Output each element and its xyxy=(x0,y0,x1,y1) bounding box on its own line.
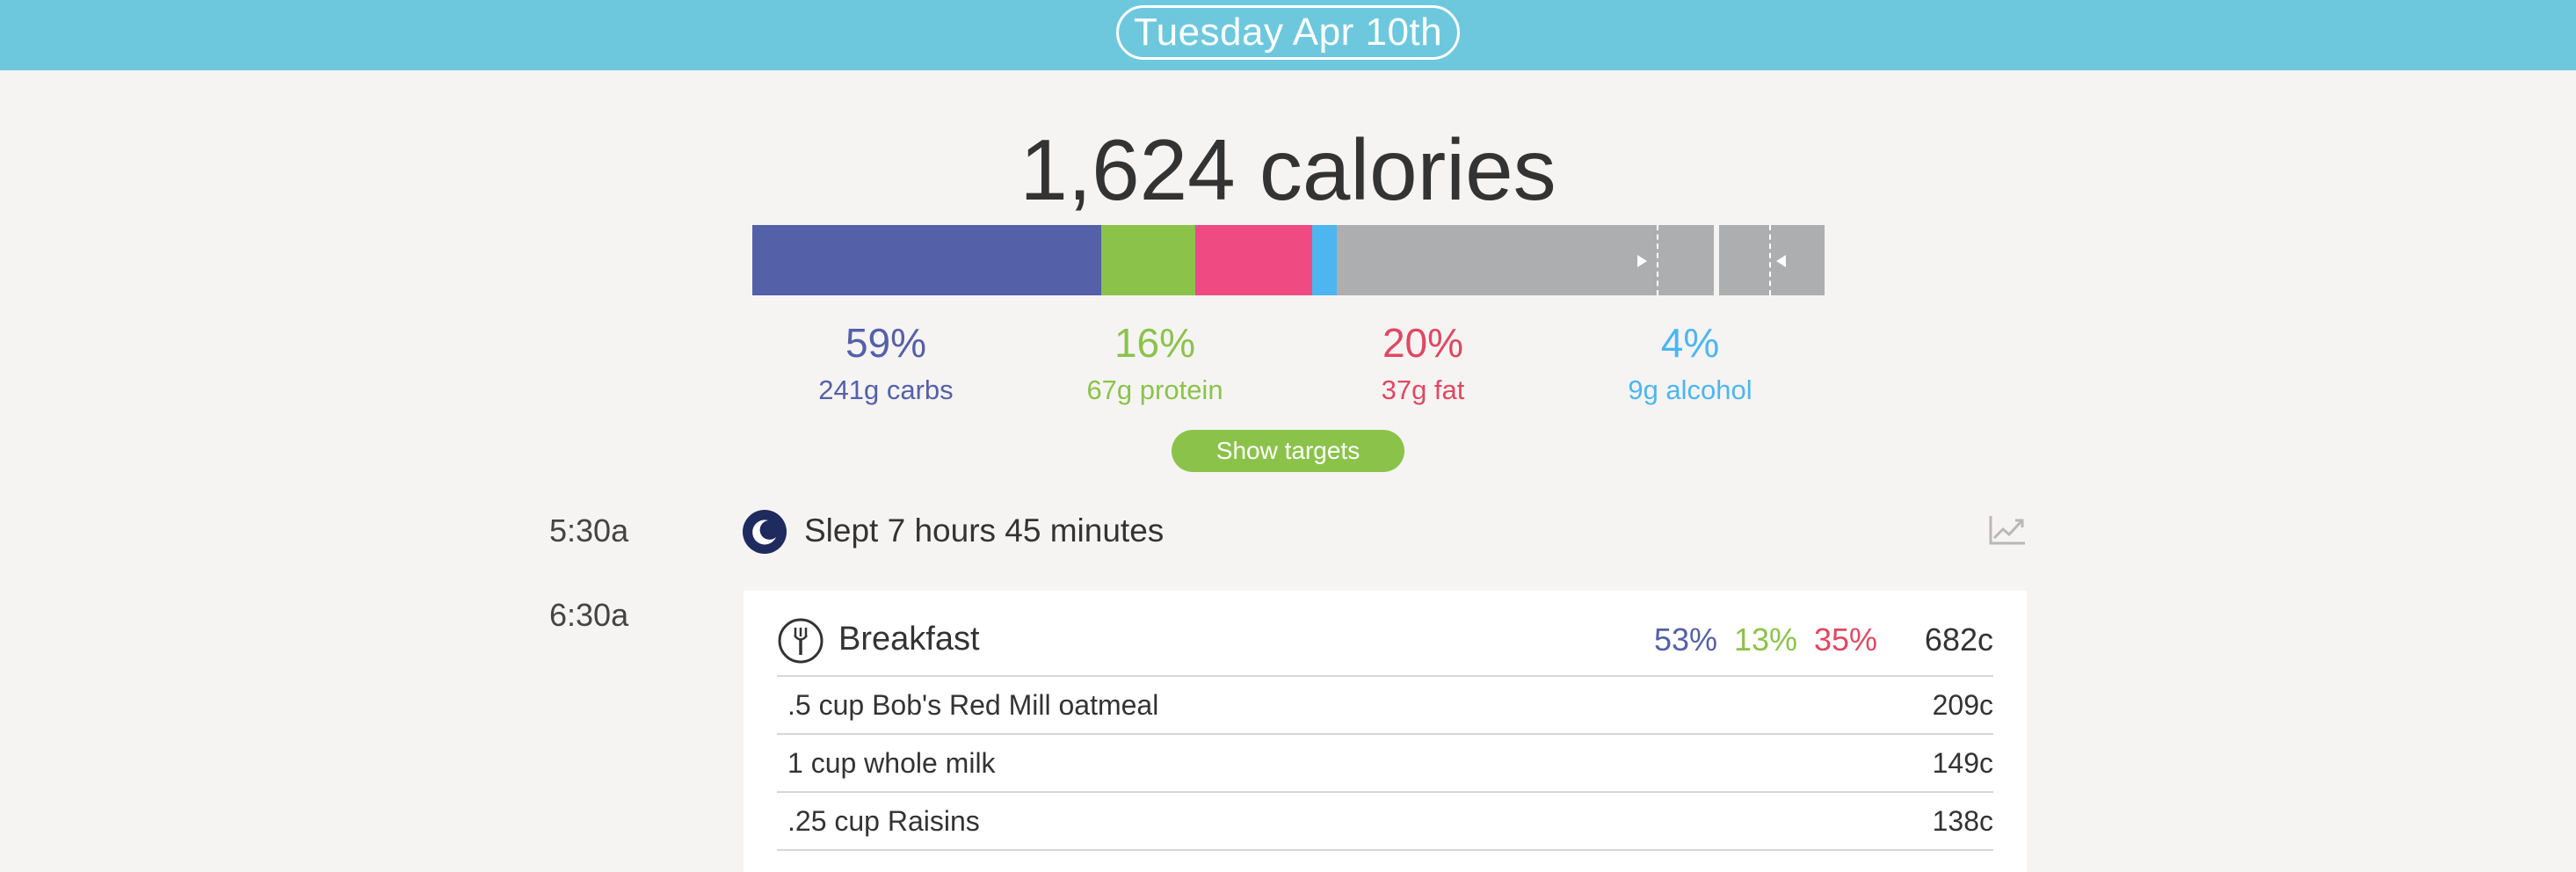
top-bar: Tuesday Apr 10th xyxy=(0,0,2576,70)
macro-fat-grams: 37g fat xyxy=(1381,374,1465,405)
food-item-calories: 149c xyxy=(1932,747,1993,779)
macro-protein: 16% 67g protein xyxy=(1049,316,1260,408)
range-gap xyxy=(1714,225,1719,295)
divider xyxy=(777,849,1993,851)
divider xyxy=(777,675,1993,677)
meal-header[interactable]: Breakfast 53% 13% 35% 682c xyxy=(777,610,1993,673)
moon-icon xyxy=(743,510,787,554)
food-item-name: 1 cup whole milk xyxy=(787,747,996,779)
food-item[interactable]: 1 cup whole milk 149c xyxy=(777,735,1993,791)
macro-fat: 20% 37g fat xyxy=(1317,316,1528,408)
macro-carbs-grams: 241g carbs xyxy=(818,374,954,405)
macro-alcohol-percent: 4% xyxy=(1660,320,1720,366)
meal-carbs-percent: 53% xyxy=(1654,621,1718,658)
meal-time: 6:30a xyxy=(549,597,629,633)
food-item-calories: 138c xyxy=(1932,805,1993,837)
macro-carbs: 59% 241g carbs xyxy=(780,316,991,408)
date-selector[interactable]: Tuesday Apr 10th xyxy=(1116,5,1460,60)
meal-card-breakfast[interactable]: Breakfast 53% 13% 35% 682c .5 cup Bob's … xyxy=(744,591,2027,872)
macro-bar-alcohol xyxy=(1312,225,1337,295)
macro-protein-grams: 67g protein xyxy=(1086,374,1223,405)
range-end-marker-icon[interactable] xyxy=(1776,255,1786,267)
food-item[interactable]: .25 cup Raisins 138c xyxy=(777,793,1993,849)
food-item[interactable]: .5 cup Bob's Red Mill oatmeal 209c xyxy=(777,677,1993,733)
range-end-line xyxy=(1769,225,1771,295)
sleep-time: 5:30a xyxy=(549,512,629,549)
macro-alcohol: 4% 9g alcohol xyxy=(1585,316,1796,408)
macro-protein-percent: 16% xyxy=(1114,320,1196,366)
calories-total: 1,624 calories xyxy=(1020,121,1556,218)
macro-alcohol-grams: 9g alcohol xyxy=(1628,374,1752,405)
meal-fat-percent: 35% xyxy=(1814,621,1878,658)
divider xyxy=(777,733,1993,735)
sleep-summary: Slept 7 hours 45 minutes xyxy=(804,512,1165,549)
divider xyxy=(777,791,1993,793)
macro-carbs-percent: 59% xyxy=(845,320,927,366)
show-targets-button[interactable]: Show targets xyxy=(1172,430,1404,472)
food-item-calories: 209c xyxy=(1932,689,1993,721)
trend-chart-icon[interactable] xyxy=(1988,514,2027,546)
fork-icon xyxy=(777,617,824,665)
macro-bar-carbs xyxy=(752,225,1101,295)
range-start-marker-icon[interactable] xyxy=(1637,255,1647,267)
macro-bar-protein xyxy=(1101,225,1195,295)
macro-bar-fat xyxy=(1195,225,1312,295)
range-start-line xyxy=(1657,225,1658,295)
macro-fat-percent: 20% xyxy=(1382,320,1464,366)
meal-calories: 682c xyxy=(1924,621,1993,658)
food-item-name: .5 cup Bob's Red Mill oatmeal xyxy=(787,689,1159,721)
macro-bar xyxy=(752,225,1825,295)
meal-protein-percent: 13% xyxy=(1734,621,1798,658)
food-item-name: .25 cup Raisins xyxy=(787,805,980,837)
macro-bar-remaining xyxy=(1337,225,1825,295)
meal-name: Breakfast xyxy=(838,621,980,658)
